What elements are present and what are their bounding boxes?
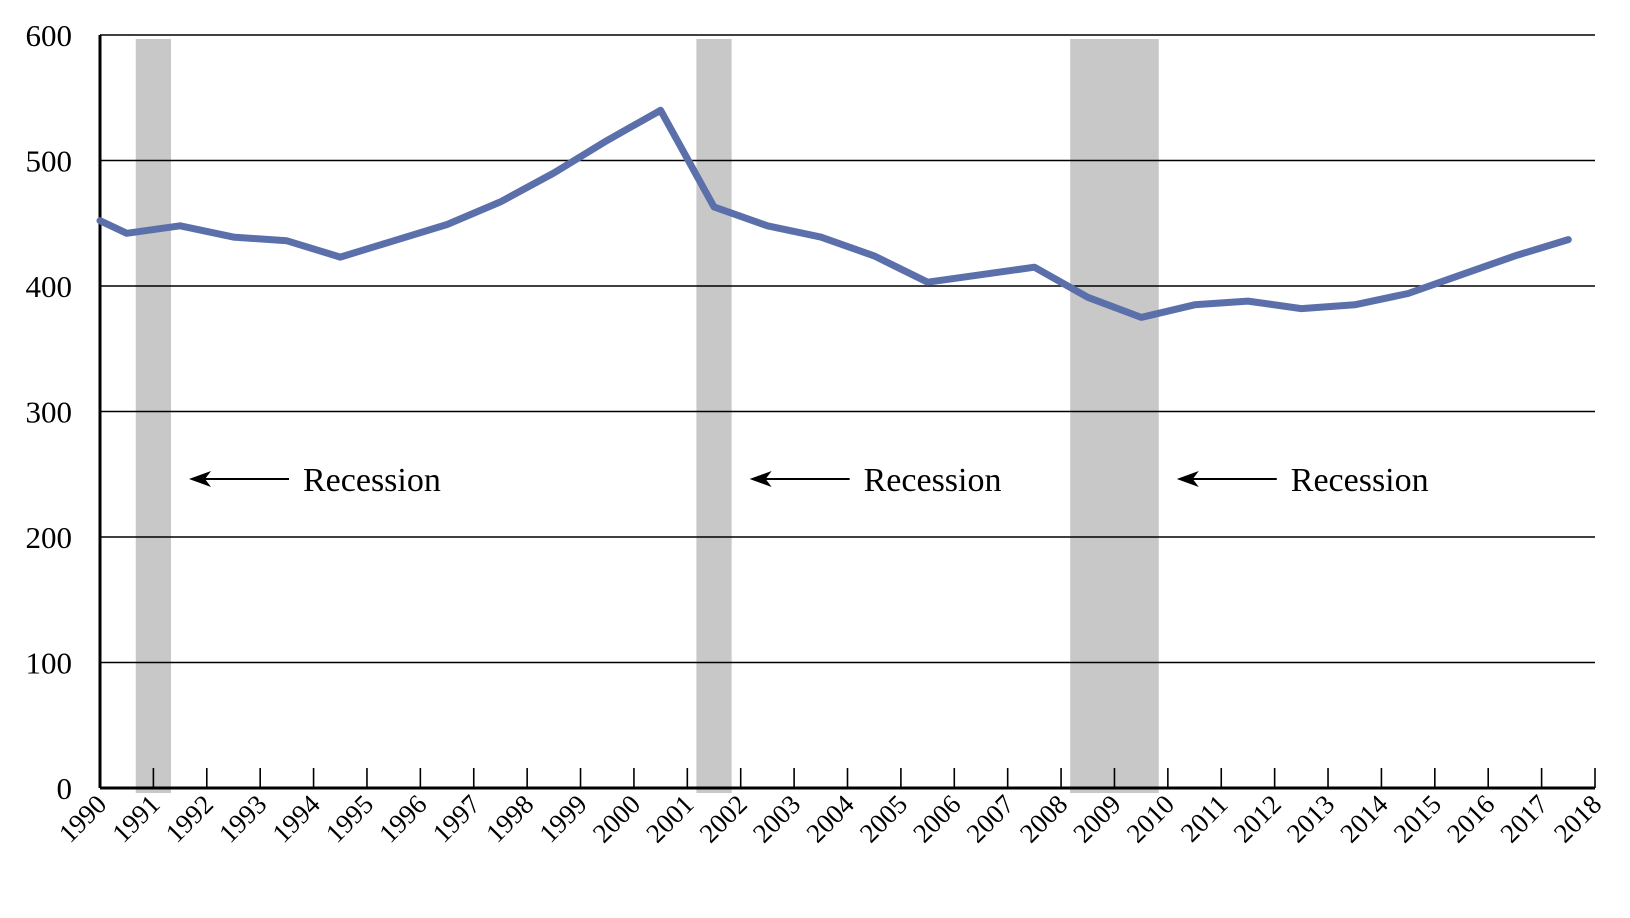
recession-label: Recession (303, 462, 441, 499)
x-tick-label: 2006 (907, 789, 966, 848)
recession-label: Recession (1291, 462, 1429, 499)
x-tick-label: 1993 (213, 789, 272, 848)
x-tick-label: 2017 (1494, 789, 1553, 848)
x-tick-label: 1995 (320, 789, 379, 848)
x-tick-label: 2001 (640, 789, 699, 848)
annotations: Recession Recession Recession (189, 462, 1429, 499)
x-tick-label: 1991 (106, 789, 165, 848)
y-tick-label: 200 (26, 520, 73, 555)
recession-band (1070, 39, 1159, 793)
x-tick-label: 2008 (1014, 789, 1073, 848)
x-tick-label: 2009 (1067, 789, 1126, 848)
y-tick-label: 0 (57, 771, 73, 806)
x-tick-label: 2010 (1121, 789, 1180, 848)
x-tick-label: 1992 (160, 789, 219, 848)
x-tick-label: 2012 (1227, 789, 1286, 848)
x-tick-label: 2000 (587, 789, 646, 848)
x-tick-label: 1994 (266, 789, 326, 849)
y-tick-label: 600 (26, 18, 73, 53)
x-tick-label: 2018 (1548, 789, 1607, 848)
recession-band (696, 39, 731, 793)
y-tick-label: 100 (26, 646, 73, 681)
x-tick-label: 2002 (694, 789, 753, 848)
x-tick-label: 2005 (854, 789, 913, 848)
y-tick-label: 400 (26, 269, 73, 304)
x-tick-label: 2016 (1441, 789, 1500, 848)
axes: 0100200300400500600199019911992199319941… (26, 18, 1608, 848)
x-tick-label: 2004 (800, 789, 860, 849)
x-tick-label: 2014 (1334, 789, 1394, 849)
x-tick-label: 2013 (1281, 789, 1340, 848)
y-tick-label: 300 (26, 395, 73, 430)
recession-bands (136, 39, 1159, 793)
recession-label: Recession (864, 462, 1002, 499)
x-tick-label: 1998 (480, 789, 539, 848)
x-tick-label: 1997 (427, 789, 486, 848)
x-tick-label: 2007 (961, 789, 1020, 848)
x-tick-label: 2003 (747, 789, 806, 848)
x-tick-label: 2015 (1388, 789, 1447, 848)
recession-band (136, 39, 171, 793)
y-tick-label: 500 (26, 144, 73, 179)
gridlines (100, 35, 1595, 663)
x-tick-label: 2011 (1175, 789, 1234, 848)
x-tick-label: 1999 (533, 789, 592, 848)
x-tick-label: 1996 (373, 789, 432, 848)
